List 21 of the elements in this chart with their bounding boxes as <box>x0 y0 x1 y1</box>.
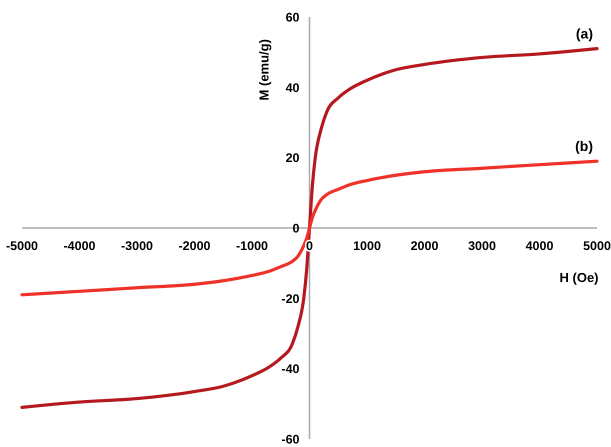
y-tick-label: 20 <box>286 151 300 166</box>
x-tick-label: -1000 <box>236 239 268 253</box>
x-tick-label: 4000 <box>526 239 554 253</box>
y-tick-label: 0 <box>292 222 300 236</box>
x-tick-label: -5000 <box>6 239 38 253</box>
y-tick-label: 40 <box>286 80 300 95</box>
x-tick-label: -3000 <box>121 239 154 253</box>
x-tick-label: 5000 <box>583 239 611 253</box>
x-tick-label: -2000 <box>178 239 211 253</box>
y-tick-label: -20 <box>281 292 300 306</box>
x-tick-label: 3000 <box>468 239 496 253</box>
x-tick-label: 2000 <box>410 239 438 253</box>
y-tick-label: -40 <box>281 362 300 376</box>
y-tick-label: 60 <box>286 10 300 24</box>
series-label: (a) <box>576 26 593 42</box>
x-tick-label: 1000 <box>353 239 381 253</box>
x-axis-title: H (Oe) <box>560 270 598 285</box>
series-label: (b) <box>575 138 593 154</box>
x-tick-label: -4000 <box>64 239 96 253</box>
y-tick-label: -60 <box>281 432 300 446</box>
y-axis-title: M (emu/g) <box>256 39 272 100</box>
